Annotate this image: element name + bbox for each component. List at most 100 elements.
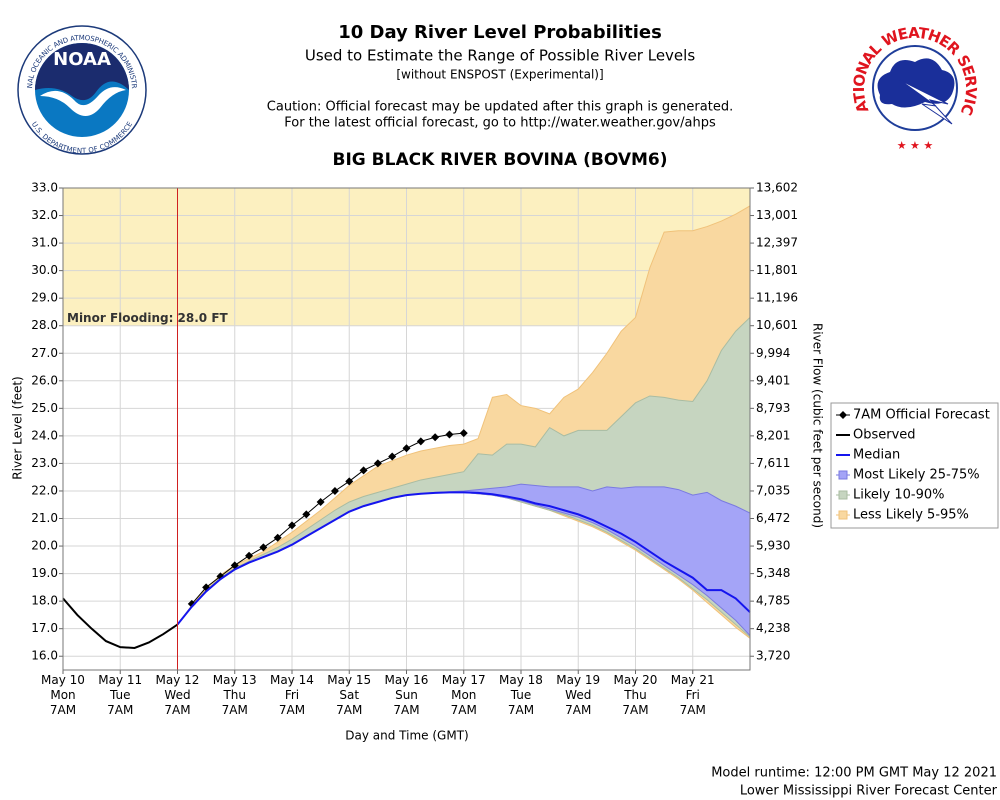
forecast-point (245, 551, 254, 560)
legend-symbol (839, 411, 847, 419)
forecast-point (288, 521, 296, 530)
legend-label: Less Likely 5-95% (853, 508, 969, 523)
noaa-logo: NOAA NATIONAL OCEANIC AND ATMOSPHERIC AD… (0, 0, 147, 155)
noaa-bird (40, 87, 126, 116)
forecast-point (345, 477, 354, 486)
caution: For the latest official forecast, go to … (284, 116, 716, 131)
x-tick-label: May 14 Fri 7AM (270, 673, 314, 717)
forecast-point (402, 444, 411, 453)
subtitle: Used to Estimate the Range of Possible R… (305, 47, 695, 65)
y2-tick-label: 13,001 (756, 208, 798, 222)
legend-label: Median (853, 448, 900, 463)
y-tick-label: 27.0 (31, 346, 58, 360)
x-tick-label: May 18 Tue 7AM (499, 673, 543, 717)
legend-box (830, 402, 999, 529)
forecast-point (416, 437, 425, 446)
y2-tick-label: 5,348 (756, 566, 790, 580)
series-line (176, 491, 751, 626)
noaa-text: NOAA (53, 49, 111, 70)
x-tick-label: May 21 Fri 7AM (670, 673, 715, 717)
x-tick-label: May 17 Mon 7AM (441, 673, 486, 717)
flood-label: Minor Flooding: 28.0 FT (67, 311, 229, 325)
forecast-point (388, 452, 397, 461)
y-axis-label: River Level (feet) (11, 376, 25, 479)
y-tick-label: 29.0 (31, 291, 58, 305)
forecast-point (259, 543, 268, 552)
x-axis-label: Day and Time (GMT) (345, 729, 468, 743)
y2-tick-label: 8,793 (756, 401, 790, 415)
plot-area (62, 187, 751, 670)
footer: Model runtime: 12:00 PM GMT May 12 2021 (711, 766, 997, 781)
subtitle: [without ENSPOST (Experimental)] (396, 68, 603, 82)
y-tick-label: 26.0 (31, 373, 58, 387)
forecast-point (230, 561, 239, 570)
nws-lightning (899, 79, 953, 125)
forecast-point (273, 533, 282, 542)
legend-label: Observed (853, 428, 916, 443)
forecast-point (445, 430, 454, 439)
caution: Caution: Official forecast may be update… (267, 100, 733, 115)
x-tick-label: May 16 Sun 7AM (384, 673, 429, 717)
nws-stars: ★ ★ ★ (897, 139, 934, 152)
y-tick-label: 30.0 (31, 263, 58, 277)
y2-tick-label: 13,602 (756, 181, 798, 195)
forecast-point (359, 466, 368, 475)
y2-tick-label: 4,785 (756, 594, 790, 608)
y-tick-label: 21.0 (31, 511, 58, 525)
y2-tick-label: 11,196 (756, 291, 798, 305)
y2-axis-label: River Flow (cubic feet per second) (810, 322, 825, 529)
y2-tick-label: 9,401 (756, 373, 790, 387)
y2-tick-label: 9,994 (756, 346, 790, 360)
legend-label: Most Likely 25-75% (853, 468, 980, 483)
chart-title: 10 Day River Level Probabilities (338, 22, 662, 43)
y2-tick-label: 7,035 (756, 483, 790, 497)
y2-tick-label: 5,930 (756, 539, 790, 553)
y2-tick-label: 11,801 (756, 263, 798, 277)
forecast-point (302, 510, 311, 519)
y-tick-label: 16.0 (31, 649, 58, 663)
nws-cloud (877, 58, 955, 108)
forecast-point (459, 429, 468, 438)
y-tick-label: 31.0 (31, 236, 58, 250)
forecast-point (373, 459, 382, 468)
y-tick-label: 33.0 (31, 181, 58, 195)
legend-symbol (838, 490, 848, 500)
y-tick-label: 18.0 (31, 594, 58, 608)
y2-tick-label: 10,601 (756, 318, 798, 332)
station-title: BIG BLACK RIVER BOVINA (BOVM6) (333, 150, 668, 170)
y-tick-label: 32.0 (31, 208, 58, 222)
noaa-sky (35, 43, 129, 101)
x-tick-label: May 13 Thu 7AM (212, 673, 257, 717)
legend-symbol (838, 510, 848, 520)
y-tick-label: 24.0 (31, 428, 58, 442)
legend-symbol (838, 470, 848, 480)
y-tick-label: 23.0 (31, 456, 58, 470)
y-tick-label: 17.0 (31, 621, 58, 635)
x-tick-label: May 19 Wed 7AM (556, 673, 601, 717)
y-tick-label: 20.0 (31, 539, 58, 553)
legend-label: Likely 10-90% (853, 488, 944, 503)
y-tick-label: 19.0 (31, 566, 58, 580)
y-tick-label: 25.0 (31, 401, 58, 415)
x-tick-label: May 11 Tue 7AM (98, 673, 143, 717)
y2-tick-label: 7,611 (756, 456, 790, 470)
x-tick-label: May 20 Thu 7AM (613, 673, 658, 717)
y-tick-label: 22.0 (31, 483, 58, 497)
plot-frame (62, 187, 751, 671)
legend-label: 7AM Official Forecast (853, 408, 990, 423)
y2-tick-label: 8,201 (756, 428, 790, 442)
series (62, 205, 751, 649)
forecast-point (431, 433, 440, 442)
x-tick-label: May 10 Mon 7AM (41, 673, 85, 717)
forecast-point (316, 497, 325, 506)
y2-tick-label: 12,397 (756, 236, 798, 250)
x-tick-label: May 12 Wed 7AM (155, 673, 200, 717)
series-line (62, 597, 179, 649)
y2-tick-label: 4,238 (756, 621, 790, 635)
legend: 7AM Official Forecast Observed Median Most … (830, 402, 999, 529)
footer: Lower Mississippi River Forecast Center (740, 784, 998, 799)
y2-tick-label: 6,472 (756, 511, 790, 525)
forecast-point (330, 486, 339, 495)
